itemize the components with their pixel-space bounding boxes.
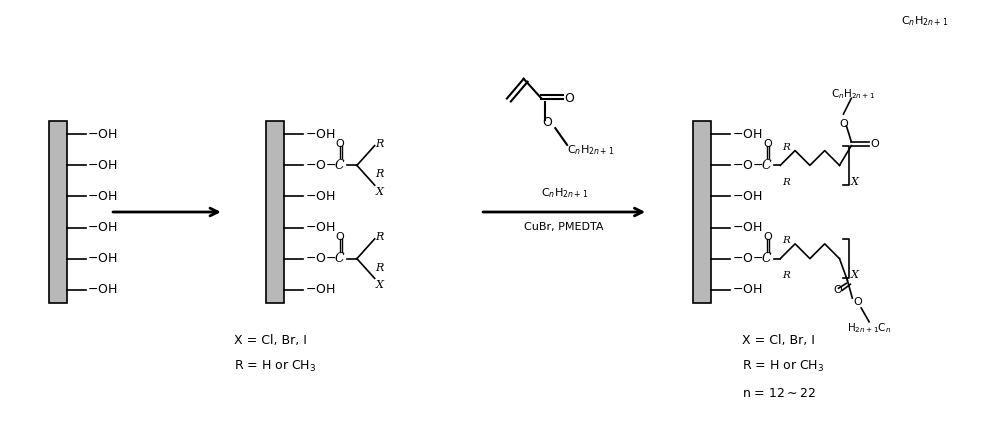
Text: C$_n$H$_{2n+1}$: C$_n$H$_{2n+1}$ — [901, 15, 948, 28]
Text: O: O — [336, 232, 344, 242]
Text: R: R — [376, 169, 384, 179]
Text: C: C — [762, 252, 771, 265]
Text: O: O — [336, 139, 344, 149]
Text: X: X — [376, 280, 384, 290]
Text: H$_{2n+1}$C$_n$: H$_{2n+1}$C$_n$ — [847, 321, 891, 335]
Bar — [49, 121, 67, 303]
Text: R = H or CH$_3$: R = H or CH$_3$ — [742, 360, 824, 374]
Text: $-$OH: $-$OH — [305, 190, 335, 203]
Bar — [266, 121, 284, 303]
Text: O: O — [833, 285, 842, 295]
Text: $-$OH: $-$OH — [87, 159, 118, 172]
Text: O: O — [542, 116, 552, 129]
Text: $-$OH: $-$OH — [732, 221, 762, 234]
Text: $-$OH: $-$OH — [87, 128, 118, 141]
Text: R: R — [376, 232, 384, 242]
Text: O: O — [870, 139, 879, 149]
Text: R: R — [782, 236, 790, 245]
Text: $-$OH: $-$OH — [732, 190, 762, 203]
Text: X: X — [850, 271, 858, 280]
Text: O: O — [839, 119, 848, 129]
Text: $-$OH: $-$OH — [87, 283, 118, 296]
Text: $-$OH: $-$OH — [87, 221, 118, 234]
Text: C$_n$H$_{2n+1}$: C$_n$H$_{2n+1}$ — [831, 87, 875, 101]
Text: $-$OH: $-$OH — [732, 128, 762, 141]
Text: X = Cl, Br, I: X = Cl, Br, I — [742, 334, 815, 347]
Text: $-$OH: $-$OH — [305, 221, 335, 234]
Text: C: C — [762, 159, 771, 172]
Text: X: X — [850, 177, 858, 187]
Text: X: X — [376, 187, 384, 197]
Text: R = H or CH$_3$: R = H or CH$_3$ — [234, 360, 316, 374]
Text: $-$OH: $-$OH — [732, 283, 762, 296]
Text: C$_n$H$_{2n+1}$: C$_n$H$_{2n+1}$ — [567, 143, 614, 157]
Text: O: O — [564, 92, 574, 105]
Text: CuBr, PMEDTA: CuBr, PMEDTA — [524, 222, 604, 232]
Text: R: R — [782, 178, 790, 187]
Text: O: O — [763, 139, 772, 149]
Text: $-$O$-$: $-$O$-$ — [732, 252, 763, 265]
Text: $-$OH: $-$OH — [305, 128, 335, 141]
Text: R: R — [376, 262, 384, 273]
Text: n = 12$\sim$22: n = 12$\sim$22 — [742, 387, 816, 400]
Text: X = Cl, Br, I: X = Cl, Br, I — [234, 334, 306, 347]
Text: $-$OH: $-$OH — [87, 252, 118, 265]
Text: C: C — [334, 159, 344, 172]
Text: O: O — [853, 297, 862, 307]
Text: R: R — [782, 143, 790, 152]
Text: O: O — [763, 232, 772, 242]
Text: $-$OH: $-$OH — [305, 283, 335, 296]
Text: C$_n$H$_{2n+1}$: C$_n$H$_{2n+1}$ — [541, 187, 588, 200]
Text: $-$O$-$: $-$O$-$ — [732, 159, 763, 172]
Text: C: C — [334, 252, 344, 265]
Text: R: R — [782, 271, 790, 280]
Text: $-$OH: $-$OH — [87, 190, 118, 203]
Text: R: R — [376, 139, 384, 149]
Text: $-$O$-$: $-$O$-$ — [305, 252, 336, 265]
Bar — [693, 121, 711, 303]
Text: $-$O$-$: $-$O$-$ — [305, 159, 336, 172]
